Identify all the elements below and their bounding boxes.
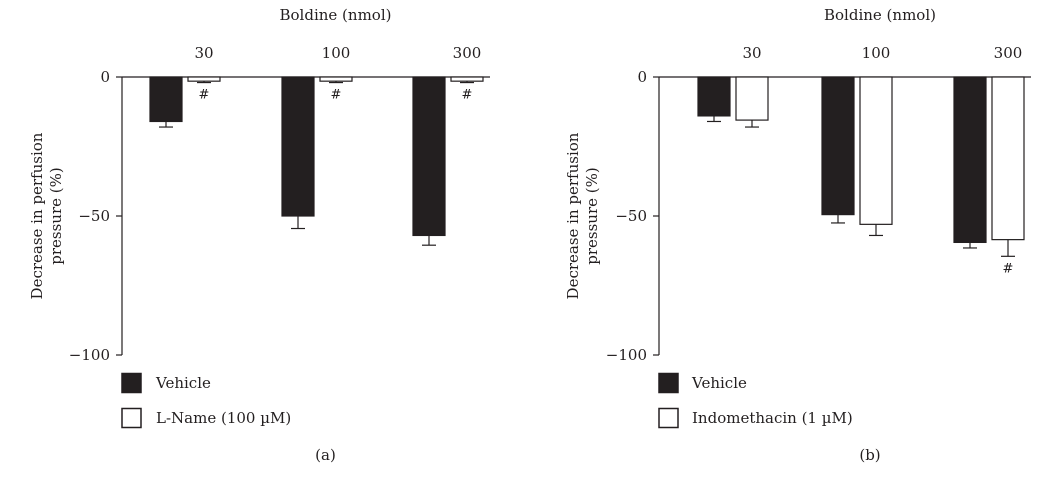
- bar-treatment: [450, 76, 484, 82]
- bar-vehicle: [821, 76, 855, 216]
- bar-vehicle: [953, 76, 987, 244]
- category-label: 30: [194, 44, 213, 62]
- y-axis-label-line: pressure (%): [583, 167, 601, 264]
- legend-swatch: [658, 407, 679, 429]
- panel-label: (b): [859, 446, 880, 464]
- category-label: 100: [862, 44, 891, 62]
- panel-label: (a): [315, 446, 336, 464]
- category-label: 100: [322, 44, 351, 62]
- legend-swatch: [121, 407, 142, 429]
- bar-treatment: [319, 76, 353, 82]
- bar-vehicle: [281, 76, 315, 217]
- bar-treatment: [735, 76, 769, 121]
- significance-mark: #: [462, 88, 473, 103]
- legend-label: Vehicle: [155, 374, 211, 392]
- panel-b: 0 −50 −100 Decrease in perfusionpressure (%…: [564, 6, 1031, 464]
- legend-swatch: [121, 372, 142, 394]
- bar-treatment: [859, 76, 893, 225]
- category-label: 300: [994, 44, 1023, 62]
- y-axis-label-line: Decrease in perfusion: [564, 132, 582, 299]
- y-tick-label: 0: [100, 68, 110, 86]
- bar-treatment: [991, 76, 1025, 241]
- significance-mark: #: [1003, 261, 1014, 276]
- panel-a: 0 −50 −100 Decrease in perfusionpressure (%…: [28, 6, 490, 464]
- bar-vehicle: [412, 76, 446, 237]
- y-tick-label: 0: [637, 68, 647, 86]
- y-axis-label-line: Decrease in perfusion: [28, 132, 46, 299]
- category-label: 30: [742, 44, 761, 62]
- legend-label: L-Name (100 µM): [156, 409, 291, 427]
- significance-mark: #: [199, 88, 210, 103]
- bar-vehicle: [697, 76, 731, 117]
- legend-swatch: [658, 372, 679, 394]
- y-axis-label-line: pressure (%): [47, 167, 65, 264]
- x-axis-label: Boldine (nmol): [280, 6, 392, 24]
- bar-treatment: [187, 76, 221, 82]
- y-tick-label: −100: [69, 346, 110, 364]
- legend-label: Vehicle: [691, 374, 747, 392]
- y-tick-label: −100: [606, 346, 647, 364]
- bar-vehicle: [149, 76, 183, 123]
- significance-mark: #: [331, 88, 342, 103]
- y-tick-label: −50: [78, 207, 110, 225]
- y-axis-label: Decrease in perfusionpressure (%): [564, 132, 601, 299]
- category-label: 300: [453, 44, 482, 62]
- x-axis-label: Boldine (nmol): [824, 6, 936, 24]
- y-axis-label: Decrease in perfusionpressure (%): [28, 132, 65, 299]
- legend-label: Indomethacin (1 µM): [692, 409, 853, 427]
- y-tick-label: −50: [615, 207, 647, 225]
